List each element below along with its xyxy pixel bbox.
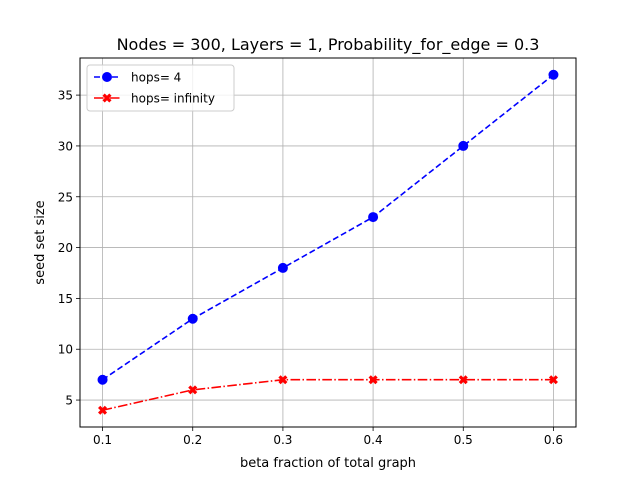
x-tick-label: 0.2 [183,433,202,447]
grid [80,58,576,427]
plot-area-frame [79,57,577,428]
y-tick-label: 10 [58,343,73,357]
series-2 [98,375,558,415]
data-point [458,140,469,151]
data-point [368,212,379,223]
data-point [548,69,559,80]
x-axis-label: beta fraction of total graph [240,456,416,471]
y-tick-label: 5 [65,394,73,408]
x-tick-label: 0.1 [93,433,112,447]
series-1 [97,69,559,385]
y-tick-label: 25 [58,190,73,204]
data-point [278,375,288,385]
y-tick-label: 15 [58,292,73,306]
series-line [102,74,554,381]
data-point [187,313,198,324]
legend-box [86,64,235,112]
legend-label: hops= 4 [131,71,181,85]
data-point [277,262,288,273]
data-point [548,375,558,385]
legend-marker [102,93,112,103]
x-tick-label: 0.3 [273,433,292,447]
x-tick-label: 0.6 [544,433,563,447]
legend-marker [102,72,112,82]
data-point [98,405,108,415]
x-tick-label: 0.4 [364,433,383,447]
axis-ticks: 0.1 0.2 0.3 0.4 0.5 0.6 5 10 15 20 25 30 35 [58,89,563,447]
data-point [368,375,378,385]
y-axis-label: seed set size [33,200,48,284]
x-tick-label: 0.5 [454,433,473,447]
data-point [188,385,198,395]
legend: hops= 4 hops= infinity [86,64,235,112]
data-point [97,374,108,385]
y-tick-label: 35 [58,89,73,103]
series-line [102,378,554,412]
legend-entry: hops= 4 [94,71,181,85]
data-point [458,375,468,385]
chart-title: Nodes = 300, Layers = 1, Probability_for… [117,35,540,55]
y-tick-label: 20 [58,241,73,255]
y-tick-label: 30 [58,139,73,153]
legend-label: hops= infinity [131,92,215,106]
legend-entry: hops= infinity [94,92,215,106]
series-layer [97,69,559,415]
